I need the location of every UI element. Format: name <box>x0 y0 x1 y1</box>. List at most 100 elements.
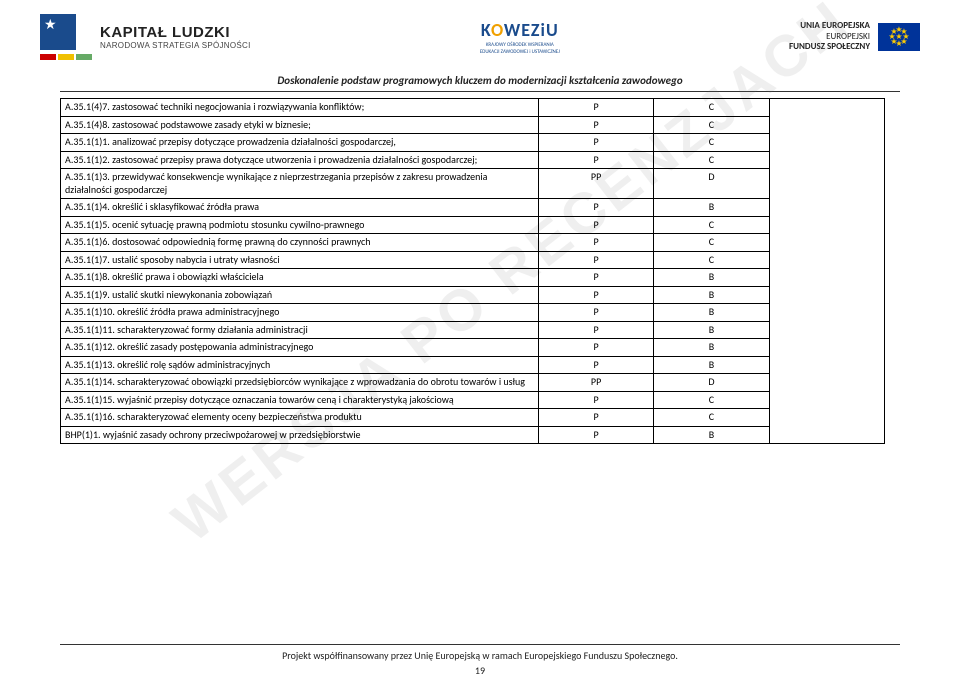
table-row: A.35.1(1)14. scharakteryzować obowiązki … <box>61 374 885 392</box>
brand-pre: K <box>481 19 491 41</box>
col-cat: C <box>654 234 769 252</box>
col-empty <box>769 251 884 269</box>
criterion-text: A.35.1(1)16. scharakteryzować elementy o… <box>61 409 539 427</box>
kl-subtitle: NARODOWA STRATEGIA SPÓJNOŚCI <box>100 41 251 50</box>
table-row: A.35.1(1)2. zastosować przepisy prawa do… <box>61 151 885 169</box>
col-p: P <box>538 116 653 134</box>
logo-koweziu: KOWEZiU KRAJOWY OŚRODEK WSPIERANIA EDUKA… <box>480 19 560 56</box>
col-empty <box>769 304 884 322</box>
col-empty <box>769 321 884 339</box>
criterion-text: A.35.1(4)7. zastosować techniki negocjow… <box>61 99 539 117</box>
table-row: A.35.1(1)4. określić i sklasyfikować źró… <box>61 199 885 217</box>
col-empty <box>769 374 884 392</box>
col-empty <box>769 199 884 217</box>
table-row: A.35.1(4)7. zastosować techniki negocjow… <box>61 99 885 117</box>
col-cat: C <box>654 409 769 427</box>
col-p: P <box>538 339 653 357</box>
kl-bars-icon <box>40 54 92 60</box>
table-row: BHP(1)1. wyjaśnić zasady ochrony przeciw… <box>61 426 885 444</box>
eu-text: UNIA EUROPEJSKA EUROPEJSKI FUNDUSZ SPOŁE… <box>789 21 870 53</box>
table-row: A.35.1(1)11. scharakteryzować formy dzia… <box>61 321 885 339</box>
col-empty <box>769 116 884 134</box>
sun-icon: O <box>491 19 504 41</box>
criterion-text: A.35.1(1)6. dostosować odpowiednią formę… <box>61 234 539 252</box>
criterion-text: A.35.1(1)14. scharakteryzować obowiązki … <box>61 374 539 392</box>
col-cat: B <box>654 199 769 217</box>
col-p: P <box>538 234 653 252</box>
criterion-text: A.35.1(1)4. określić i sklasyfikować źró… <box>61 199 539 217</box>
table-row: A.35.1(1)8. określić prawa i obowiązki w… <box>61 269 885 287</box>
table-row: A.35.1(1)12. określić zasady postępowani… <box>61 339 885 357</box>
col-empty <box>769 339 884 357</box>
col-empty <box>769 151 884 169</box>
table-row: A.35.1(4)8. zastosować podstawowe zasady… <box>61 116 885 134</box>
col-p: P <box>538 356 653 374</box>
brand-post: WEZiU <box>504 19 559 41</box>
col-cat: C <box>654 216 769 234</box>
page-number: 19 <box>0 664 960 677</box>
table-row: A.35.1(1)16. scharakteryzować elementy o… <box>61 409 885 427</box>
col-cat: B <box>654 426 769 444</box>
col-empty <box>769 391 884 409</box>
criterion-text: A.35.1(1)10. określić źródła prawa admin… <box>61 304 539 322</box>
col-p: P <box>538 304 653 322</box>
col-p: P <box>538 216 653 234</box>
logo-eu: UNIA EUROPEJSKA EUROPEJSKI FUNDUSZ SPOŁE… <box>789 21 920 53</box>
criterion-text: BHP(1)1. wyjaśnić zasady ochrony przeciw… <box>61 426 539 444</box>
col-p: P <box>538 286 653 304</box>
footer-text: Projekt współfinansowany przez Unię Euro… <box>0 649 960 662</box>
col-cat: C <box>654 99 769 117</box>
table-row: A.35.1(1)15. wyjaśnić przepisy dotyczące… <box>61 391 885 409</box>
criterion-text: A.35.1(1)8. określić prawa i obowiązki w… <box>61 269 539 287</box>
criterion-text: A.35.1(1)2. zastosować przepisy prawa do… <box>61 151 539 169</box>
eu-flag-icon <box>878 23 920 51</box>
col-cat: D <box>654 374 769 392</box>
page-footer: Projekt współfinansowany przez Unię Euro… <box>0 644 960 677</box>
criterion-text: A.35.1(4)8. zastosować podstawowe zasady… <box>61 116 539 134</box>
col-cat: B <box>654 339 769 357</box>
col-p: P <box>538 321 653 339</box>
koweziu-sub2: EDUKACJI ZAWODOWEJ i USTAWICZNEJ <box>480 50 560 56</box>
table-row: A.35.1(1)5. ocenić sytuację prawną podmi… <box>61 216 885 234</box>
col-p: P <box>538 409 653 427</box>
criterion-text: A.35.1(1)12. określić zasady postępowani… <box>61 339 539 357</box>
col-cat: B <box>654 269 769 287</box>
eu-line1: UNIA EUROPEJSKA <box>789 21 870 32</box>
criterion-text: A.35.1(1)11. scharakteryzować formy dzia… <box>61 321 539 339</box>
criterion-text: A.35.1(1)5. ocenić sytuację prawną podmi… <box>61 216 539 234</box>
col-p: P <box>538 134 653 152</box>
criteria-table: A.35.1(4)7. zastosować techniki negocjow… <box>60 98 885 444</box>
col-cat: B <box>654 286 769 304</box>
table-row: A.35.1(1)9. ustalić skutki niewykonania … <box>61 286 885 304</box>
kl-star-icon <box>40 14 76 50</box>
col-cat: B <box>654 356 769 374</box>
document-subtitle: Doskonalenie podstaw programowych klucze… <box>60 74 900 92</box>
col-p: PP <box>538 169 653 199</box>
col-empty <box>769 426 884 444</box>
criterion-text: A.35.1(1)9. ustalić skutki niewykonania … <box>61 286 539 304</box>
footer-rule <box>60 644 900 645</box>
table-row: A.35.1(1)1. analizować przepisy dotycząc… <box>61 134 885 152</box>
col-empty <box>769 134 884 152</box>
col-p: P <box>538 426 653 444</box>
col-cat: C <box>654 116 769 134</box>
col-empty <box>769 169 884 199</box>
col-cat: C <box>654 251 769 269</box>
criterion-text: A.35.1(1)1. analizować przepisy dotycząc… <box>61 134 539 152</box>
col-p: P <box>538 391 653 409</box>
criterion-text: A.35.1(1)15. wyjaśnić przepisy dotyczące… <box>61 391 539 409</box>
col-cat: B <box>654 321 769 339</box>
kl-icon <box>40 14 92 60</box>
col-cat: D <box>654 169 769 199</box>
main-content: WERSJA PO RECENZJACH A.35.1(4)7. zastoso… <box>0 98 960 444</box>
col-p: P <box>538 199 653 217</box>
col-cat: C <box>654 391 769 409</box>
koweziu-sub1: KRAJOWY OŚRODEK WSPIERANIA <box>480 43 560 49</box>
kl-title: KAPITAŁ LUDZKI <box>100 24 251 41</box>
col-empty <box>769 286 884 304</box>
logo-kapital-ludzki: KAPITAŁ LUDZKI NARODOWA STRATEGIA SPÓJNO… <box>40 14 251 60</box>
page-header: KAPITAŁ LUDZKI NARODOWA STRATEGIA SPÓJNO… <box>0 0 960 70</box>
col-empty <box>769 356 884 374</box>
col-empty <box>769 409 884 427</box>
table-row: A.35.1(1)3. przewidywać konsekwencje wyn… <box>61 169 885 199</box>
